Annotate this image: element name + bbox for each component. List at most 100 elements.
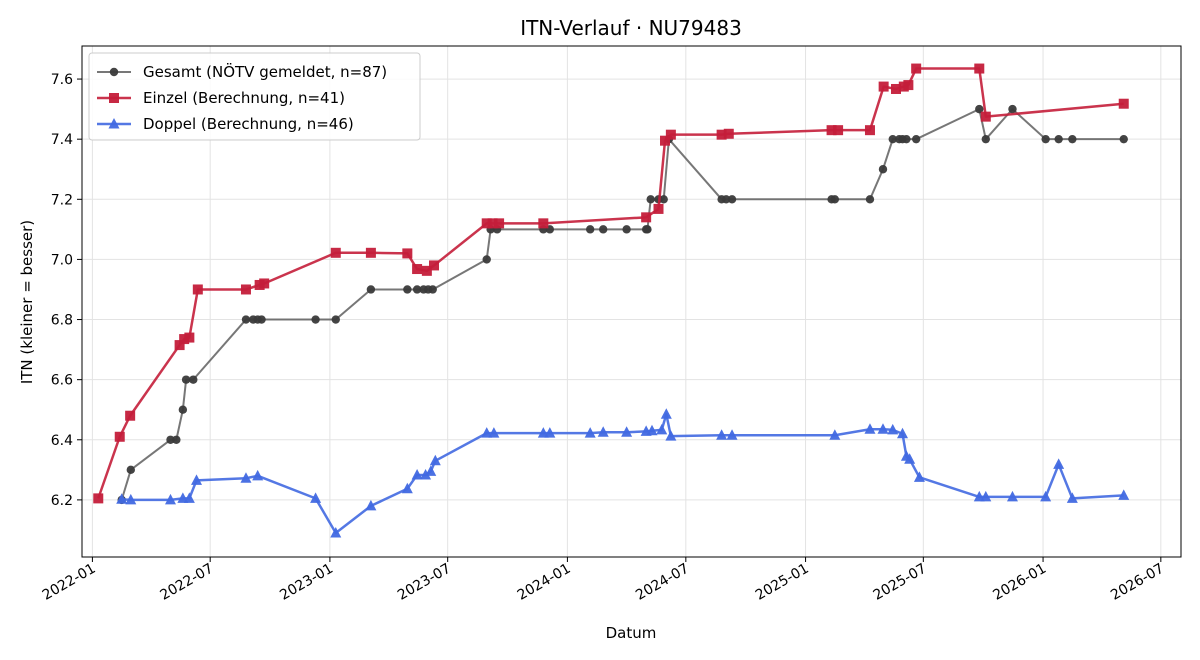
data-point: [420, 468, 432, 480]
data-point: [429, 260, 440, 271]
data-point: [494, 218, 505, 229]
data-point: [716, 129, 727, 140]
data-point: [902, 134, 911, 144]
data-point: [646, 424, 658, 436]
data-point: [181, 375, 191, 384]
data-point: [974, 63, 985, 74]
data-point: [726, 429, 738, 440]
data-point: [172, 435, 181, 444]
data-point: [257, 315, 266, 324]
data-point: [891, 83, 902, 94]
series-layer: [93, 63, 1130, 538]
data-point: [402, 248, 413, 259]
y-tick-label: 6.6: [51, 373, 73, 389]
data-point: [641, 212, 652, 223]
data-point: [584, 427, 596, 438]
data-point: [412, 264, 423, 275]
data-point: [488, 427, 500, 438]
data-point: [646, 195, 655, 204]
data-point: [116, 493, 128, 504]
y-axis-title: ITN (kleiner = besser): [18, 220, 36, 384]
data-point: [911, 134, 921, 144]
data-point: [1066, 492, 1078, 503]
data-point: [826, 125, 837, 136]
y-tick-label: 7.2: [51, 192, 73, 208]
data-point: [864, 423, 876, 434]
data-point: [114, 431, 125, 442]
data-point: [425, 465, 437, 476]
data-point: [174, 340, 185, 351]
data-point: [660, 135, 671, 146]
data-point: [721, 195, 731, 204]
data-point: [482, 255, 491, 264]
data-point: [877, 423, 889, 434]
data-point: [865, 195, 875, 204]
x-axis-title: Datum: [606, 624, 657, 642]
legend-marker: [109, 93, 119, 103]
data-point: [833, 125, 844, 136]
data-point: [585, 225, 595, 234]
data-point: [621, 426, 633, 437]
data-point: [1006, 490, 1018, 502]
data-point: [1040, 490, 1052, 502]
data-point: [656, 423, 668, 435]
y-axis-ticks: 6.2 6.4 6.6 6.8 7.0 7.2 7.4 7.6: [51, 72, 82, 509]
data-point: [864, 125, 875, 136]
data-point: [659, 195, 668, 204]
series-square: [93, 63, 1129, 504]
data-point: [311, 315, 320, 324]
data-point: [723, 128, 734, 139]
legend-label: Doppel (Berechnung, n=46): [143, 115, 354, 133]
legend-label: Gesamt (NÖTV gemeldet, n=87): [143, 62, 387, 81]
data-point: [166, 435, 175, 444]
data-point: [429, 454, 441, 466]
data-point: [125, 493, 137, 505]
data-point: [1054, 134, 1063, 144]
y-tick-label: 7.0: [51, 252, 73, 268]
data-point: [980, 490, 992, 502]
data-point: [716, 429, 728, 440]
data-point: [421, 265, 432, 276]
data-point: [878, 165, 888, 174]
data-point: [660, 408, 672, 419]
y-tick-label: 6.2: [51, 493, 73, 509]
legend: Gesamt (NÖTV gemeldet, n=87) Einzel (Bere…: [88, 52, 421, 141]
data-point: [178, 405, 188, 414]
data-point: [126, 465, 136, 475]
data-point: [830, 195, 840, 204]
data-point: [1119, 134, 1128, 144]
data-point: [653, 203, 664, 214]
data-point: [330, 247, 341, 258]
chart-title: ITN-Verlauf · NU79483: [520, 16, 742, 40]
data-point: [240, 284, 251, 295]
data-point: [401, 482, 413, 494]
data-point: [259, 278, 270, 289]
y-tick-label: 6.4: [51, 433, 73, 449]
data-point: [981, 134, 990, 144]
data-point: [487, 218, 498, 229]
data-point: [365, 499, 377, 511]
data-point: [911, 63, 922, 74]
data-point: [598, 225, 608, 234]
y-tick-label: 6.8: [51, 313, 73, 329]
legend-box: [88, 52, 421, 141]
legend-label: Einzel (Berechnung, n=41): [143, 89, 345, 107]
data-point: [93, 493, 104, 504]
data-point: [481, 427, 493, 438]
data-point: [481, 218, 492, 229]
data-point: [428, 285, 437, 294]
data-point: [888, 134, 897, 144]
data-point: [887, 423, 899, 435]
data-point: [665, 129, 676, 140]
data-point: [164, 493, 176, 505]
data-point: [366, 285, 376, 294]
data-point: [597, 426, 609, 437]
data-point: [403, 285, 412, 294]
data-point: [252, 469, 264, 481]
data-point: [538, 218, 549, 229]
data-point: [829, 429, 841, 440]
data-point: [1053, 458, 1065, 469]
data-point: [622, 225, 631, 234]
data-point: [1118, 98, 1129, 109]
